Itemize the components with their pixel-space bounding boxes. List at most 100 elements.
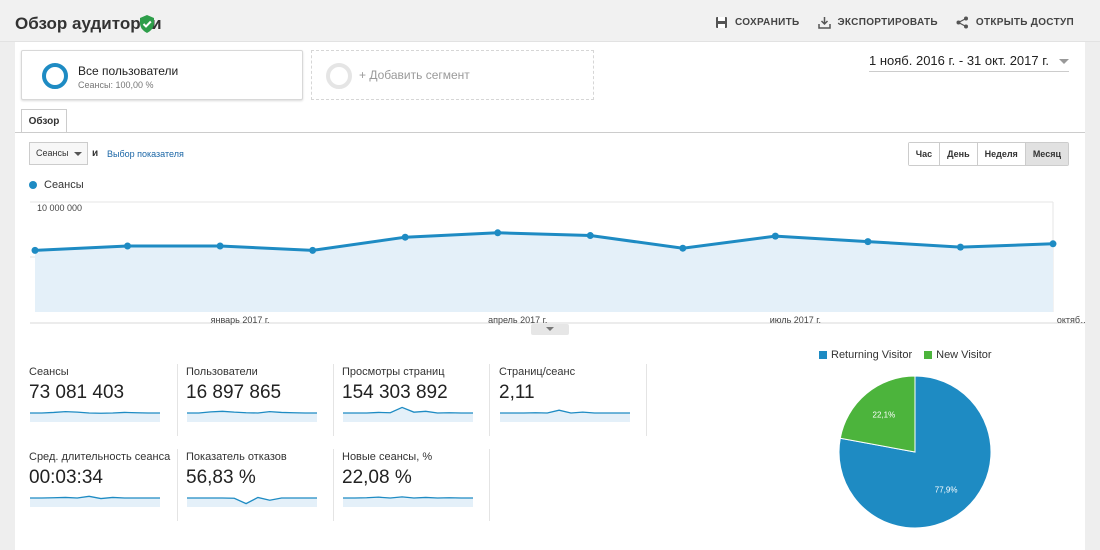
stat-sparkline xyxy=(187,496,317,507)
series-area xyxy=(35,232,1053,312)
stat-value: 56,83 % xyxy=(186,467,256,488)
data-point[interactable] xyxy=(586,232,594,240)
data-point[interactable] xyxy=(864,238,872,246)
page-title: Обзор аудитории xyxy=(15,14,162,33)
stat-value: 22,08 % xyxy=(342,467,412,488)
stat-label: Новые сеансы, % xyxy=(342,451,433,463)
data-point[interactable] xyxy=(679,244,687,252)
share-label: ОТКРЫТЬ ДОСТУП xyxy=(975,17,1074,28)
sparkline-line xyxy=(343,406,473,414)
legend-swatch xyxy=(924,351,933,359)
tile-divider xyxy=(489,364,490,436)
segment-ring-icon xyxy=(42,63,68,89)
pie-legend-new[interactable]: New Visitor xyxy=(924,349,992,361)
sparkline-line xyxy=(343,496,473,499)
stat-tile-sessions[interactable]: Сеансы 73 081 403 xyxy=(29,366,179,432)
stat-sparkline xyxy=(30,410,160,422)
add-segment-ring-icon xyxy=(326,63,352,89)
data-point[interactable] xyxy=(771,232,779,240)
stat-tile-bounce-rate[interactable]: Показатель отказов 56,83 % xyxy=(186,451,336,517)
chevron-down-icon xyxy=(1059,59,1069,64)
pie-slice-label: 77,9% xyxy=(935,485,958,494)
data-point[interactable] xyxy=(124,242,132,250)
stat-label: Пользователи xyxy=(186,366,258,378)
segment-sessions-share: Сеансы: 100,00 % xyxy=(78,80,154,90)
tab-overview[interactable]: Обзор xyxy=(21,109,67,133)
sparkline-line xyxy=(187,496,317,505)
date-range-picker[interactable]: 1 нояб. 2016 г. - 31 окт. 2017 г. xyxy=(869,53,1069,72)
save-label: СОХРАНИТЬ xyxy=(735,17,800,28)
export-button[interactable]: ЭКСПОРТИРОВАТЬ xyxy=(817,16,938,29)
tile-divider xyxy=(333,364,334,436)
sparkline-area xyxy=(30,411,160,422)
stat-value: 16 897 865 xyxy=(186,382,282,403)
dropdown-caret-icon xyxy=(74,152,82,156)
legend-swatch xyxy=(819,351,827,359)
x-tick-label: июль 2017 г. xyxy=(770,315,821,325)
report-panel: Все пользователи Сеансы: 100,00 % + Доба… xyxy=(15,42,1085,550)
share-button[interactable]: ОТКРЫТЬ ДОСТУП xyxy=(956,16,1074,29)
save-button[interactable]: СОХРАНИТЬ xyxy=(715,16,799,29)
stat-label: Сеансы xyxy=(29,366,69,378)
stat-tile-pageviews[interactable]: Просмотры страниц 154 303 892 xyxy=(342,366,492,432)
sparkline-area xyxy=(187,411,317,422)
stat-sparkline xyxy=(343,496,473,507)
stat-sparkline xyxy=(187,410,317,422)
data-point[interactable] xyxy=(956,243,964,251)
sparkline-line xyxy=(500,409,630,414)
stat-sparkline xyxy=(30,495,160,507)
add-segment-button[interactable]: + Добавить сегмент xyxy=(311,50,594,100)
segment-all-users[interactable]: Все пользователи Сеансы: 100,00 % xyxy=(21,50,303,100)
sparkline-line xyxy=(30,410,160,414)
time-month-button[interactable]: Месяц xyxy=(1025,143,1068,165)
pie-legend-returning[interactable]: Returning Visitor xyxy=(819,349,912,361)
pie-legend-label: New Visitor xyxy=(936,349,992,361)
data-point[interactable] xyxy=(494,229,502,237)
pie-slice-label: 22,1% xyxy=(873,411,896,420)
pie-slice[interactable] xyxy=(838,375,992,529)
tile-divider xyxy=(333,449,334,521)
stat-tile-avg-session-duration[interactable]: Сред. длительность сеанса 00:03:34 xyxy=(29,451,179,517)
pie-slice[interactable] xyxy=(839,375,916,453)
data-point[interactable] xyxy=(1049,240,1057,248)
stat-sparkline xyxy=(500,409,630,422)
stat-tile-new-sessions[interactable]: Новые сеансы, % 22,08 % xyxy=(342,451,492,517)
tile-divider xyxy=(489,449,490,521)
data-point[interactable] xyxy=(31,246,39,254)
time-hour-button[interactable]: Час xyxy=(908,143,941,165)
verified-shield-icon xyxy=(140,15,154,33)
data-point[interactable] xyxy=(216,242,224,250)
stat-tile-pages-per-session[interactable]: Страниц/сеанс 2,11 xyxy=(499,366,649,432)
metric-select-value: Сеансы xyxy=(36,148,69,158)
stat-tile-users[interactable]: Пользователи 16 897 865 xyxy=(186,366,336,432)
sparkline-line xyxy=(30,495,160,500)
pie-legend: Returning Visitor New Visitor xyxy=(819,349,992,361)
sparkline-area xyxy=(343,407,473,422)
stat-sparkline xyxy=(343,406,473,422)
data-point[interactable] xyxy=(401,233,409,241)
stat-label: Показатель отказов xyxy=(186,451,287,463)
stat-value: 00:03:34 xyxy=(29,467,103,488)
visitor-type-pie-chart: 77,9% 22,1% xyxy=(838,375,992,529)
tile-divider xyxy=(646,364,647,436)
tab-divider xyxy=(15,132,1085,133)
legend-label: Сеансы xyxy=(44,179,84,191)
sparkline-area xyxy=(30,496,160,507)
metric-select[interactable]: Сеансы xyxy=(29,142,88,165)
data-point[interactable] xyxy=(309,246,317,254)
tile-divider xyxy=(177,364,178,436)
pick-metric-link[interactable]: Выбор показателя xyxy=(107,149,184,159)
share-icon xyxy=(956,16,968,29)
date-range-text: 1 нояб. 2016 г. - 31 окт. 2017 г. xyxy=(869,53,1049,68)
chart-collapse-handle[interactable] xyxy=(531,324,569,335)
stat-value: 154 303 892 xyxy=(342,382,448,403)
time-day-button[interactable]: День xyxy=(940,143,978,165)
stat-label: Страниц/сеанс xyxy=(499,366,576,378)
time-granularity-group: Час День Неделя Месяц xyxy=(907,142,1069,166)
stat-label: Сред. длительность сеанса xyxy=(29,451,171,463)
sparkline-area xyxy=(343,496,473,507)
time-week-button[interactable]: Неделя xyxy=(977,143,1026,165)
x-tick-label: январь 2017 г. xyxy=(211,315,270,325)
chart-legend: Сеансы xyxy=(29,179,84,191)
